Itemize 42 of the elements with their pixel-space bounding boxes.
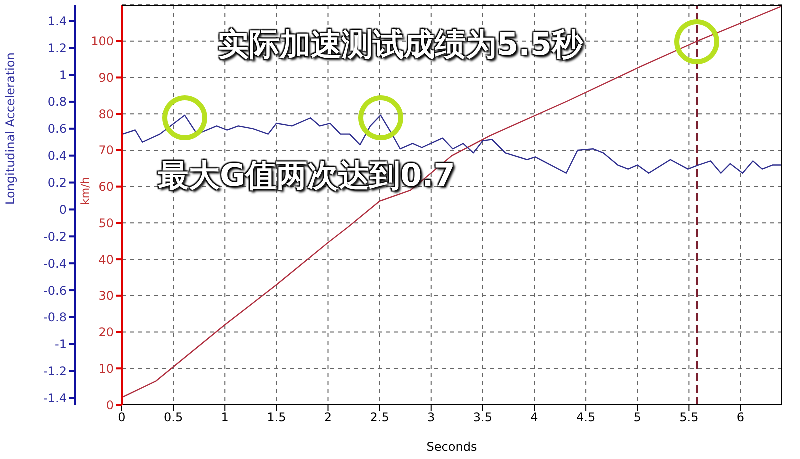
- y2-tick-label: 1.4: [48, 14, 67, 28]
- x-tick-label: 5.5: [680, 410, 699, 425]
- y2-tick-label: -0.6: [44, 284, 67, 298]
- y2-axis-title: Longitudinal Acceleration: [3, 52, 18, 205]
- y2-tick-label: 0.2: [48, 176, 67, 190]
- x-tick-label: 5: [634, 410, 642, 425]
- y2-tick-label: -1.4: [44, 392, 67, 406]
- y-tick-label: 0: [106, 398, 114, 412]
- x-tick-label: 2: [324, 410, 332, 425]
- y-axis-title: km/h: [78, 177, 92, 205]
- x-tick-label: 3: [428, 410, 436, 425]
- y-tick-label: 100: [91, 34, 114, 49]
- y2-tick-label: -0.8: [44, 310, 67, 325]
- x-tick-label: 1.5: [267, 410, 286, 425]
- x-tick-label: 3.5: [473, 410, 492, 425]
- y-tick-label: 50: [98, 216, 114, 230]
- y2-tick-label: 1: [59, 68, 67, 82]
- y2-tick-label: 1.2: [48, 41, 67, 56]
- y2-tick-label: 0: [59, 202, 67, 217]
- y-tick-label: 80: [98, 107, 114, 122]
- y-tick-label: 40: [98, 252, 114, 267]
- y-tick-label: 10: [98, 362, 114, 376]
- x-tick-label: 0.5: [164, 410, 184, 425]
- y2-tick-label: 0.8: [48, 95, 67, 110]
- y-tick-label: 20: [98, 326, 114, 340]
- y-tick-label: 90: [98, 70, 114, 85]
- x-tick-label: 4.5: [576, 410, 596, 425]
- y-tick-label: 60: [98, 180, 114, 194]
- y2-tick-label: 0.4: [48, 149, 67, 164]
- y2-tick-label: -1: [55, 338, 67, 352]
- x-tick-label: 2.5: [370, 410, 390, 425]
- y2-tick-label: -1.2: [44, 364, 67, 379]
- x-tick-label: 4: [530, 410, 538, 425]
- x-tick-label: 0: [118, 410, 126, 425]
- x-tick-label: 6: [736, 410, 745, 425]
- x-tick-label: 1: [221, 410, 229, 425]
- y2-tick-label: 0.6: [48, 122, 67, 136]
- y2-tick-label: -0.4: [44, 256, 67, 271]
- y2-tick-label: -0.2: [44, 230, 67, 244]
- y-tick-label: 30: [98, 289, 114, 304]
- y-tick-label: 70: [98, 144, 114, 158]
- x-axis-title: Seconds: [426, 440, 478, 454]
